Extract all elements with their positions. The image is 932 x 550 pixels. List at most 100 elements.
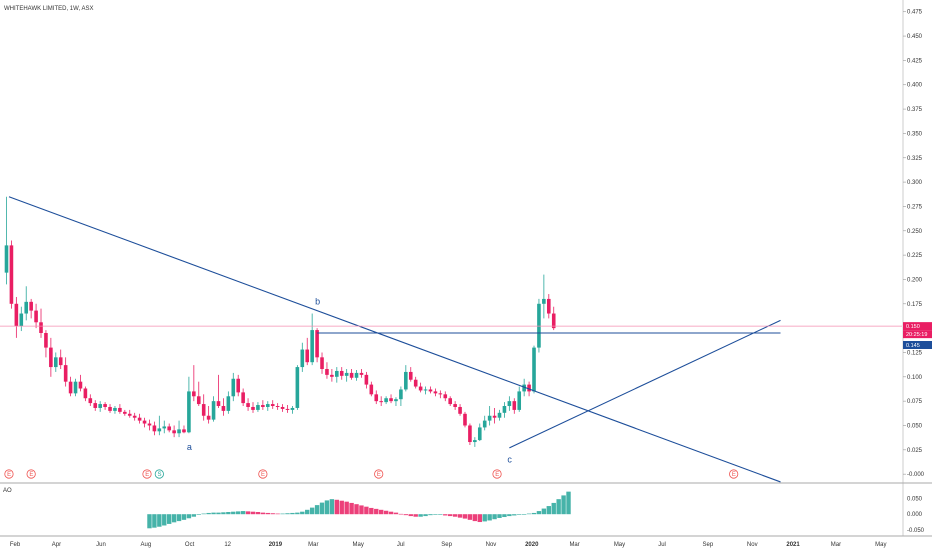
candle-body [547,298,551,314]
candle-body [147,423,152,426]
candle-body [453,404,457,407]
candle-body [108,406,112,411]
ao-bar [536,511,542,515]
price-tick-label: 0.125 [907,350,923,356]
candle-body [477,427,482,441]
candle-body [265,404,270,407]
time-axis-label: Mar [831,542,841,548]
candle-body [399,389,403,400]
time-axis-label: 2019 [269,542,283,548]
countdown-tag [903,330,932,339]
candle-body [517,391,522,410]
price-tick-label: 0.300 [907,180,923,186]
candle-body [63,365,68,382]
level-price-tag-text: 0.145 [906,343,920,349]
candle-body [305,349,310,363]
ao-bar [157,514,162,527]
candle-body [527,384,531,392]
ao-bar [270,513,275,515]
candle-body [88,398,93,404]
ao-bar [324,500,330,515]
event-marker-e [729,469,739,479]
ao-bar [181,514,187,520]
event-marker-label: E [732,472,736,478]
candle-body [542,298,546,304]
candle-body [221,406,226,411]
price-tick-label: 0.450 [907,34,923,40]
candle-body [236,378,241,393]
countdown-tag-text: 20:25:19 [906,332,927,338]
candle-body [364,374,369,385]
ao-bar [201,513,206,515]
candle-body [443,394,448,399]
candle-body [34,310,38,323]
candle-body [404,371,408,390]
ao-bar [245,511,251,515]
candle-body [206,415,211,420]
candle-body [261,405,265,407]
ao-bar [265,512,270,515]
candle-body [78,381,83,389]
event-marker-e [26,469,36,479]
ao-bar [329,499,335,515]
price-tags: 0.150 20:25:19 0.145 [0,322,932,349]
candle-body [433,391,438,394]
candle-body [320,357,324,370]
candle-body [256,405,260,410]
candle-body [246,403,250,407]
time-axis-label: Jul [658,542,666,548]
time-axis: Feb Apr Jun Aug Oct 12 2019 Mar May Jul Sep Nov 2020… [10,542,887,548]
time-axis-label: May [875,542,886,548]
trendline-group[interactable] [8,196,781,483]
candle-body [285,408,290,410]
ao-bar [305,509,310,515]
candle-body [187,391,191,433]
price-axis: 0.475 0.450 0.425 0.400 0.375 0.350 0.325 0.300… [902,0,925,536]
time-axis-label: Mar [308,542,318,548]
candle-body [4,245,9,273]
ao-bar [344,501,349,515]
candle-body [463,413,467,426]
candle-body [177,429,181,434]
time-axis-label: Nov [747,542,758,548]
ao-bar [418,514,423,517]
event-marker-label: S [158,472,162,478]
time-axis-label: Apr [52,542,61,548]
candle-body [49,347,53,368]
chart-title: WHITEHAWK LIMITED, 1W, ASX [4,6,93,12]
candle-body [522,384,526,392]
ao-bar [152,514,157,528]
ao-bar [250,511,256,515]
candle-body [507,401,512,407]
ao-bar [521,514,527,515]
ao-bar [166,514,172,524]
price-tick-label: 0.350 [907,131,923,137]
ao-bar [211,512,216,515]
event-marker-e [258,469,268,479]
ao-bar [428,514,433,516]
ao-bar [526,513,532,515]
candle-body [468,425,472,443]
price-tick-label: 0.375 [907,107,923,113]
candle-body [58,357,63,366]
ao-label: AO [3,488,12,494]
candle-body [438,393,443,395]
ao-bar [546,506,551,515]
price-tick-label: 0.175 [907,302,923,308]
price-tick-label: 0.400 [907,83,923,89]
candle-body [152,425,157,432]
candlestick-series[interactable] [4,196,556,447]
candle-body [384,398,388,403]
candle-body [537,303,541,348]
candle-body [113,407,117,411]
candle-body [512,401,517,410]
ao-bar [457,514,463,518]
event-marker-e [374,469,384,479]
ao-bar [186,514,192,519]
event-marker-label: E [377,472,381,478]
ao-bar [231,511,236,515]
ao-bar [517,514,522,515]
event-marker-label: E [495,472,499,478]
